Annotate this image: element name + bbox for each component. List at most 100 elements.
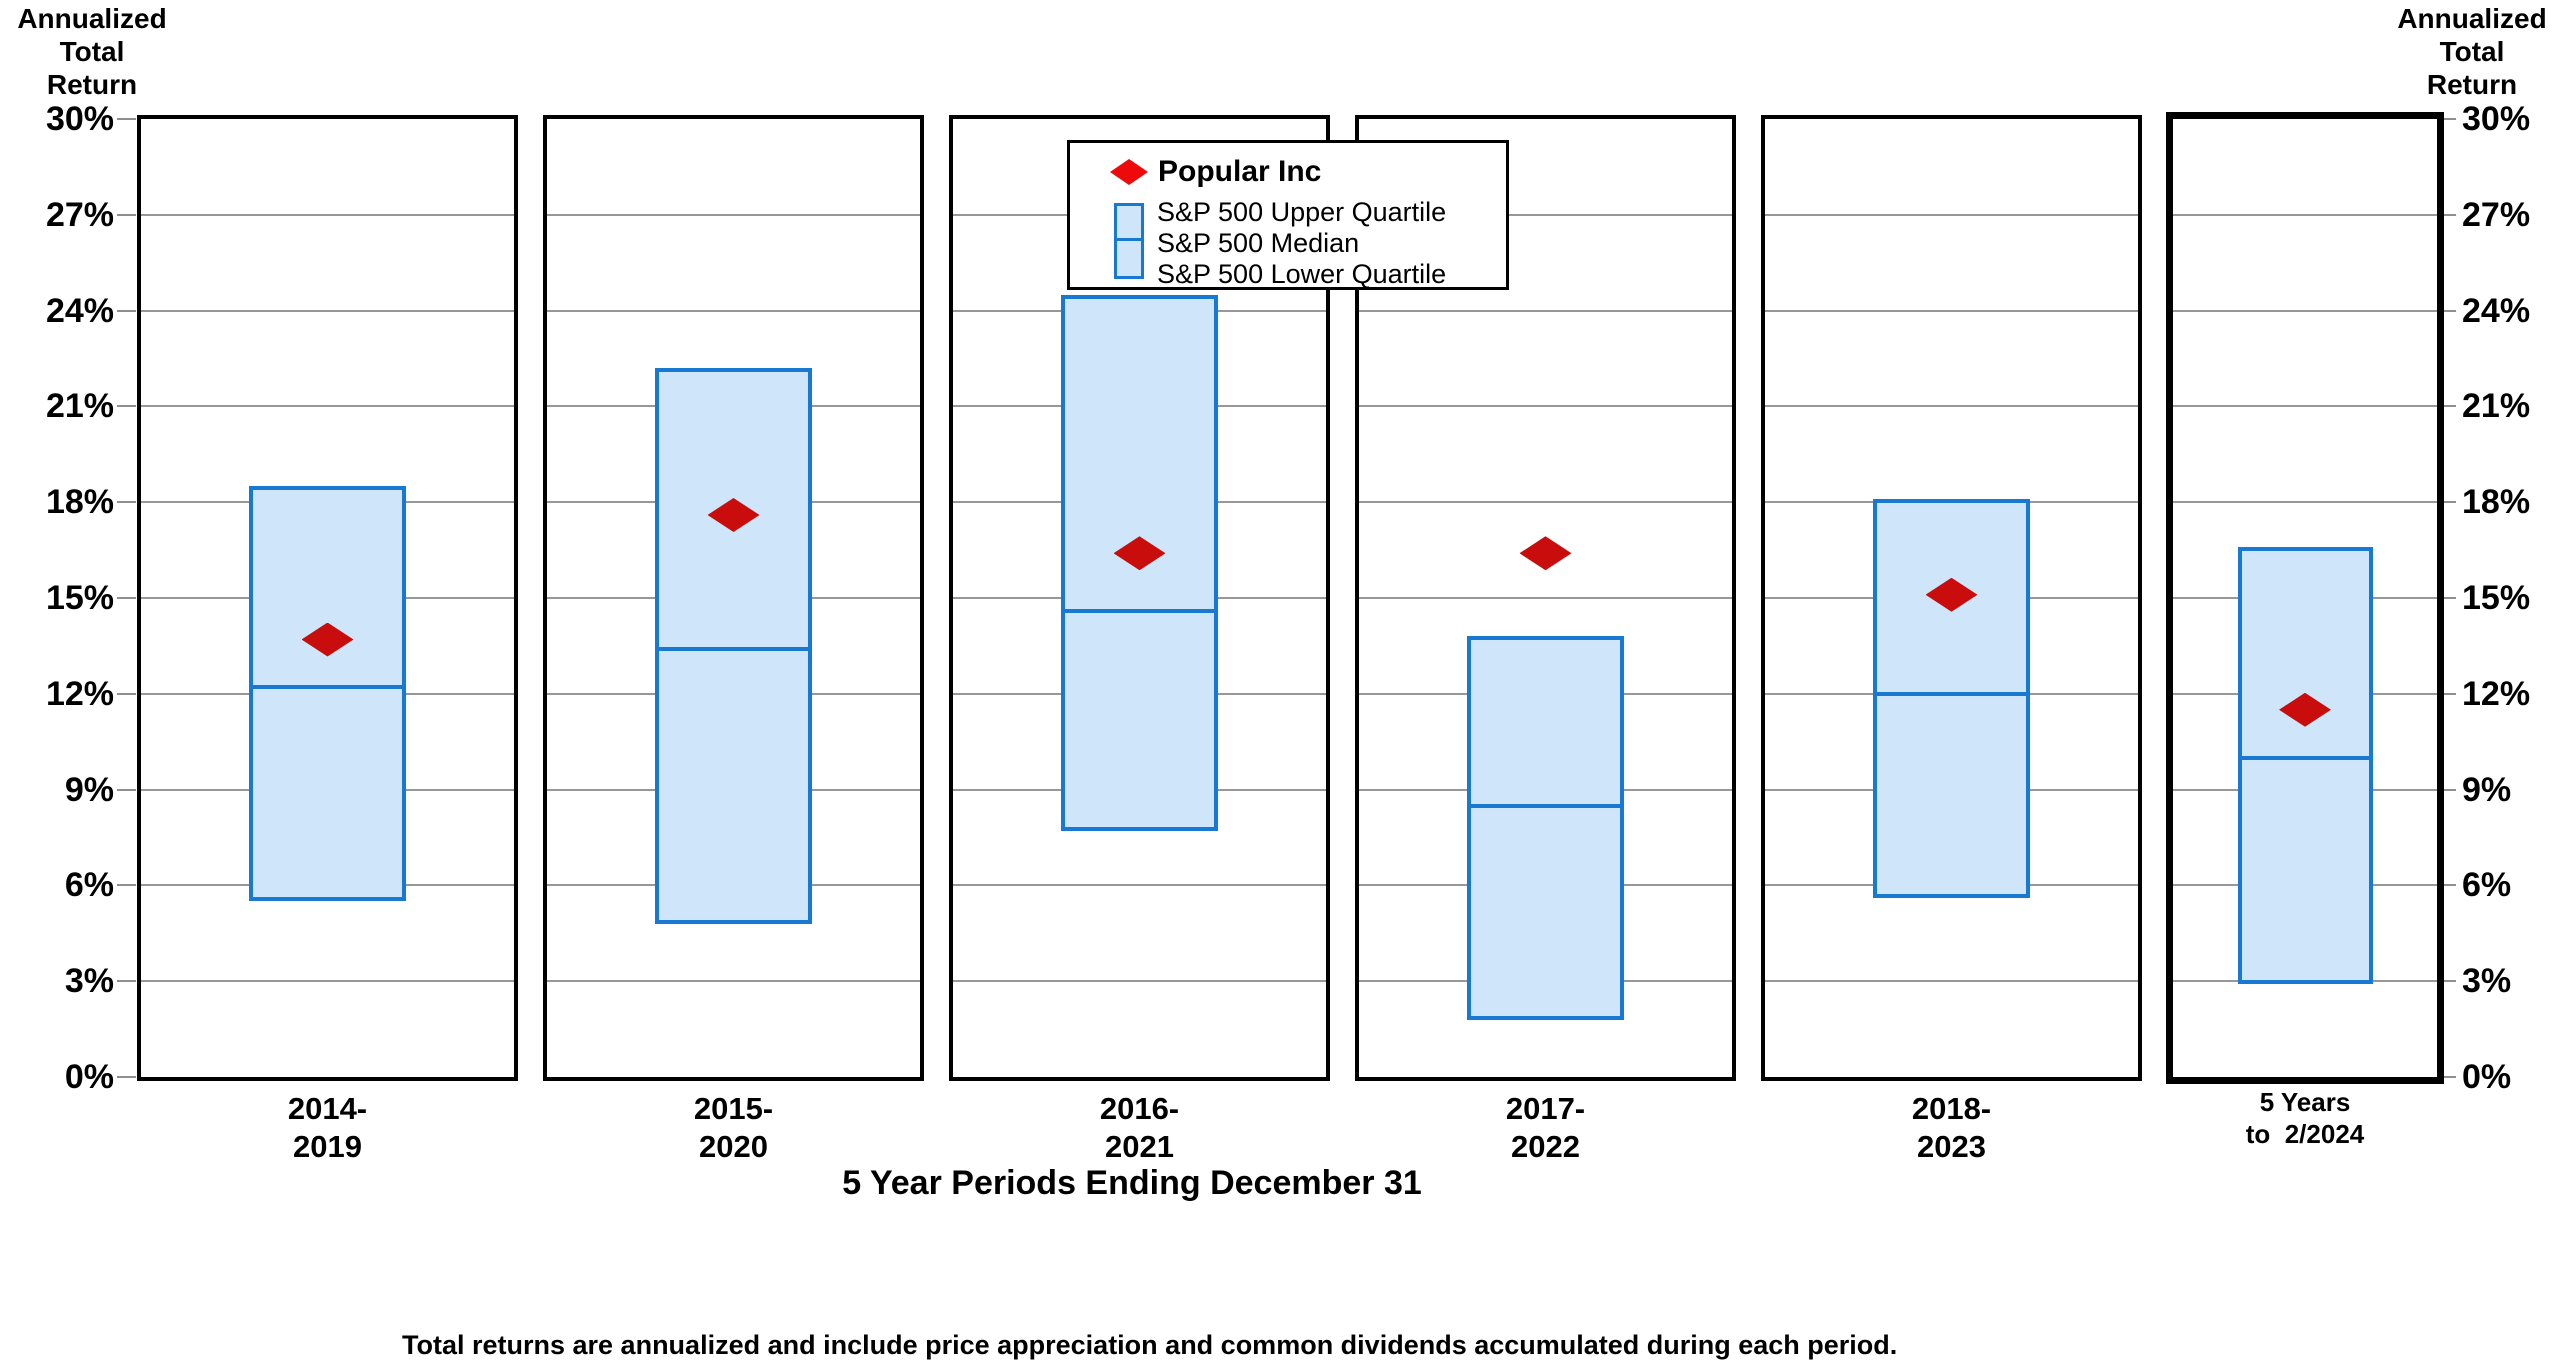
x-axis-period-label-line: 5 Years — [2259, 1087, 2351, 1117]
x-axis-period-label-line: 2019 — [293, 1129, 362, 1164]
x-axis-period-label-line: 2023 — [1917, 1129, 1986, 1164]
gridline — [141, 309, 514, 312]
y-tick-mark-right — [2437, 213, 2456, 216]
y-tick-label-left: 24% — [45, 291, 114, 330]
x-axis-period-label-line: 2022 — [1511, 1129, 1580, 1164]
y-tick-label-left: 15% — [45, 579, 114, 617]
x-axis-period-label: 2015- 2020 — [547, 1090, 920, 1166]
sp500-median-line — [655, 647, 812, 652]
y-tick-label-left: 6% — [64, 866, 114, 905]
y-tick-label-right: 0% — [2462, 1058, 2512, 1096]
gridline — [2173, 501, 2437, 504]
y-axis-title-line: Total — [2439, 36, 2505, 67]
y-tick-mark-right — [2437, 309, 2456, 312]
x-axis-title: 5 Year Periods Ending December 31 — [842, 1164, 1422, 1202]
x-axis-period-label: 2018- 2023 — [1765, 1090, 2138, 1166]
y-tick-mark-left — [117, 692, 136, 695]
legend-items: S&P 500 Upper Quartile S&P 500 Median S&… — [1157, 197, 1446, 290]
y-tick-label-right: 21% — [2462, 387, 2531, 426]
y-axis-title-right: Annualized Total Return — [2388, 2, 2556, 101]
sp500-median-line — [1873, 691, 2030, 696]
y-tick-label-left: 21% — [45, 387, 114, 426]
footnote-line: Total returns are annualized and include… — [402, 1330, 1898, 1360]
period-panel — [543, 115, 924, 1081]
sp500-median-line — [1061, 608, 1218, 613]
y-tick-mark-right — [2437, 692, 2456, 695]
period-panel — [137, 115, 518, 1081]
footnote: Total returns are annualized and include… — [402, 1258, 1897, 1367]
y-tick-mark-left — [117, 884, 136, 887]
y-tick-label-left: 0% — [64, 1058, 114, 1096]
y-tick-label-left: 30% — [45, 100, 114, 138]
y-axis-title-left: Annualized Total Return — [0, 2, 184, 101]
y-tick-mark-right — [2437, 980, 2456, 983]
y-tick-label-left: 12% — [45, 674, 114, 713]
y-tick-mark-left — [117, 1076, 136, 1078]
x-axis-period-label-line: 2020 — [699, 1129, 768, 1164]
sp500-quartile-range-bar — [1873, 499, 2030, 899]
x-axis-period-label: 5 Years to 2/2024 — [2173, 1086, 2437, 1150]
x-axis-period-label-line: 2016- — [1099, 1091, 1180, 1126]
gridline — [1765, 309, 2138, 312]
y-tick-mark-right — [2437, 788, 2456, 791]
gridline — [1359, 309, 1732, 312]
y-tick-mark-right — [2437, 884, 2456, 887]
x-axis-period-label-line: to 2/2024 — [2245, 1119, 2365, 1149]
y-tick-label-right: 3% — [2462, 962, 2512, 1001]
y-tick-label-right: 18% — [2462, 483, 2531, 522]
gridline — [2173, 309, 2437, 312]
gridline — [547, 213, 920, 216]
y-axis-title-line: Total — [59, 36, 125, 67]
sp500-median-line — [1467, 803, 1624, 808]
sp500-quartile-range-bar — [249, 486, 406, 902]
y-tick-label-left: 27% — [45, 195, 114, 234]
y-tick-label-right: 30% — [2462, 100, 2531, 138]
gridline — [1765, 213, 2138, 216]
gridline — [547, 980, 920, 983]
sp500-median-line — [2237, 755, 2373, 760]
y-tick-mark-right — [2437, 501, 2456, 504]
y-tick-mark-left — [117, 788, 136, 791]
gridline — [141, 980, 514, 983]
gridline — [1359, 597, 1732, 599]
y-tick-mark-right — [2437, 405, 2456, 408]
sp500-quartile-range-bar — [655, 368, 812, 924]
y-tick-mark-left — [117, 405, 136, 408]
y-tick-mark-left — [117, 980, 136, 983]
y-tick-mark-right — [2437, 118, 2456, 120]
x-axis-period-label-line: 2014- — [287, 1091, 368, 1126]
gridline — [2173, 405, 2437, 408]
gridline — [1765, 980, 2138, 983]
y-tick-label-right: 15% — [2462, 579, 2531, 617]
popular-return-diamond — [1519, 536, 1572, 571]
legend: Popular Inc S&P 500 Upper Quartile S&P 5… — [1067, 140, 1509, 290]
y-tick-mark-left — [117, 309, 136, 312]
period-panel — [1761, 115, 2142, 1081]
sp500-quartile-range-bar — [1467, 636, 1624, 1020]
legend-item-lower-quartile: S&P 500 Lower Quartile — [1157, 259, 1447, 289]
x-axis-period-label-line: 2021 — [1105, 1129, 1174, 1164]
sp500-quartile-range-bar — [2237, 546, 2373, 985]
legend-item-median: S&P 500 Median — [1157, 228, 1360, 258]
gridline — [547, 309, 920, 312]
gridline — [2173, 213, 2437, 216]
x-axis-period-label: 2014- 2019 — [141, 1090, 514, 1166]
y-tick-mark-left — [117, 118, 136, 120]
y-tick-label-left: 18% — [45, 483, 114, 522]
x-axis-period-label: 2017- 2022 — [1359, 1090, 1732, 1166]
legend-popular-row: Popular Inc — [1110, 155, 1321, 189]
y-axis-title-line: Annualized — [2397, 3, 2547, 34]
y-tick-label-right: 6% — [2462, 866, 2512, 905]
x-axis-period-label: 2016- 2021 — [953, 1090, 1326, 1166]
median-line-icon — [1117, 237, 1141, 241]
y-tick-mark-left — [117, 597, 136, 599]
legend-popular-label: Popular Inc — [1158, 155, 1322, 188]
y-tick-mark-left — [117, 501, 136, 504]
y-tick-label-right: 24% — [2462, 291, 2531, 330]
x-axis-period-label-line: 2018- — [1911, 1091, 1992, 1126]
y-axis-title-line: Annualized — [17, 3, 167, 34]
sp500-median-line — [249, 685, 406, 690]
popular-diamond-icon — [1110, 159, 1148, 185]
quartile-bar-icon — [1114, 203, 1144, 279]
